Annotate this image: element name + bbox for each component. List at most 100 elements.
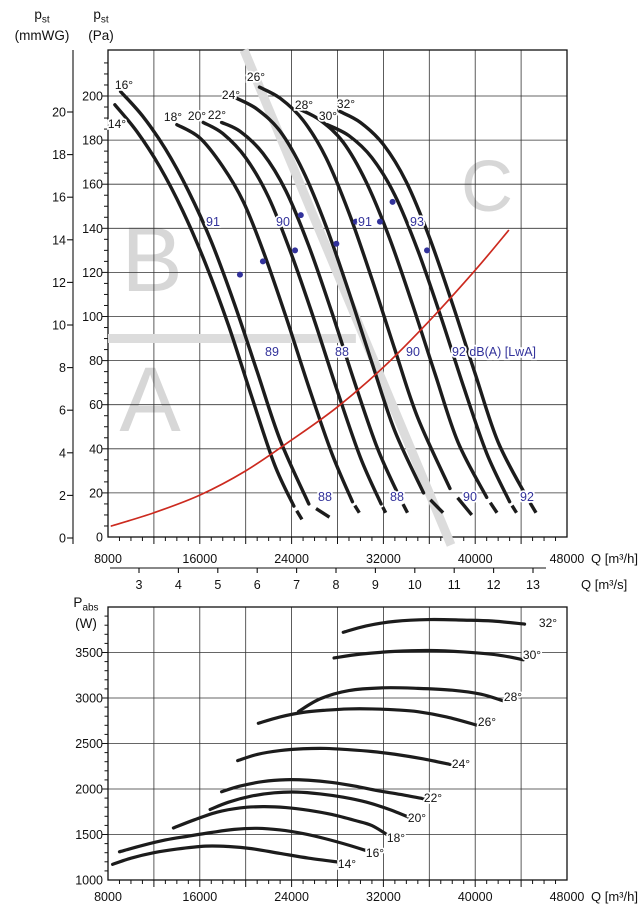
power-curve-24°	[236, 746, 452, 767]
noise-label: 90	[463, 490, 477, 504]
pressure-curve-16°	[118, 89, 311, 506]
noise-dot	[259, 258, 266, 265]
m3s-tick-label: 7	[293, 578, 300, 592]
power-tick-label: 1000	[75, 874, 103, 888]
power-curve-32°	[341, 617, 527, 634]
power-curve-22°	[220, 778, 426, 801]
pressure-curve-22°	[219, 120, 403, 502]
noise-label: 89	[265, 345, 279, 359]
top-chart-ticks	[102, 62, 557, 544]
flow-tick-label: 48000	[550, 890, 585, 904]
noise-label: 92 dB(A) [LwA]	[452, 345, 536, 359]
noise-label: 90	[406, 345, 420, 359]
noise-label: 90	[276, 215, 290, 229]
mmwg-tick-label: 2	[59, 489, 66, 503]
pa-tick-label: 100	[82, 310, 103, 324]
line	[456, 496, 474, 517]
noise-label: 91	[358, 215, 372, 229]
top-angle-labels: 14° 16° 18° 20° 22° 24° 26° 28° 30°32°	[106, 68, 357, 133]
x-axis-unit-label: Q [m³/h]	[591, 889, 638, 904]
power-curve-14°	[110, 844, 342, 866]
bottom-angle-labels: 14° 16°18°20° 22° 24° 26° 28° 30° 32°	[336, 614, 559, 873]
angle-label-28°: 28°	[504, 690, 522, 704]
bottom-chart-ticks	[102, 615, 557, 887]
noise-label: 92	[520, 490, 534, 504]
mmwg-tick-label: 18	[52, 148, 66, 162]
mmwg-tick-label: 16	[52, 191, 66, 205]
pa-tick-label: 0	[96, 531, 103, 545]
angle-label-16°: 16°	[366, 846, 384, 860]
power-curve-26°	[256, 707, 480, 727]
zone-letter-B: B	[121, 209, 182, 311]
mmwg-tick-label: 0	[59, 532, 66, 546]
m3s-tick-label: 8	[333, 578, 340, 592]
noise-dot	[352, 218, 359, 225]
line	[401, 503, 410, 514]
power-tick-label: 1500	[75, 828, 103, 842]
zone-letter-A: A	[119, 349, 181, 451]
noise-label: 88	[318, 490, 332, 504]
angle-label-16°: 16°	[115, 78, 133, 92]
flow-tick-label: 40000	[458, 890, 493, 904]
m3s-tick-label: 11	[448, 578, 461, 592]
mmwg-tick-label: 14	[52, 233, 66, 247]
noise-dot	[297, 212, 304, 219]
m3s-tick-label: 4	[175, 578, 182, 592]
flow-tick-label: 24000	[274, 890, 309, 904]
power-tick-label: 3000	[75, 692, 103, 706]
power-tick-label: 3500	[75, 646, 103, 660]
angle-label-24°: 24°	[222, 88, 240, 102]
line	[239, 48, 456, 547]
mmwg-tick-label: 10	[52, 319, 66, 333]
line	[381, 506, 388, 514]
pa-tick-label: 20	[89, 486, 103, 500]
pst-unit-pa: (Pa)	[88, 27, 114, 43]
angle-label-18°: 18°	[387, 831, 405, 845]
power-curve-30°	[332, 648, 525, 662]
pressure-curve-14°	[113, 103, 296, 508]
pst-symbol: pst	[93, 7, 109, 26]
top-chart-grid	[108, 50, 567, 537]
mmwg-tick-label: 20	[52, 106, 66, 120]
power-tick-label: 2000	[75, 783, 103, 797]
m3s-tick-label: 6	[254, 578, 261, 592]
angle-label-32°: 32°	[337, 97, 355, 111]
flow-tick-label: 32000	[366, 552, 401, 566]
pressure-curve-32°	[338, 109, 529, 500]
power-tick-label: 2500	[75, 737, 103, 751]
pa-tick-label: 80	[89, 354, 103, 368]
noise-label: 88	[390, 490, 404, 504]
pressure-curve-20°	[201, 120, 383, 506]
power-curve-16°	[117, 826, 371, 854]
pressure-curve-30°	[325, 122, 512, 504]
noise-dot	[389, 198, 396, 205]
y-axis-title-power: Pabs (W)	[60, 594, 112, 632]
pressure-curve-26°	[257, 85, 452, 491]
pabs-unit-w: (W)	[75, 615, 97, 631]
mmwg-tick-label: 6	[59, 404, 66, 418]
noise-label: 88	[335, 345, 349, 359]
m3s-tick-label: 9	[372, 578, 379, 592]
angle-label-28°: 28°	[295, 98, 313, 112]
pa-tick-label: 140	[82, 222, 103, 236]
system-curve	[110, 229, 510, 527]
flow-tick-label: 32000	[366, 890, 401, 904]
flow-tick-label: 16000	[182, 552, 217, 566]
line	[510, 504, 518, 514]
mmwg-tick-label: 12	[52, 276, 66, 290]
angle-label-18°: 18°	[164, 110, 182, 124]
pst-symbol: pst	[34, 7, 50, 26]
pst-unit-mmwg: (mmWG)	[14, 27, 70, 43]
angle-label-20°: 20°	[408, 811, 426, 825]
mmwg-tick-label: 8	[59, 361, 66, 375]
system-resistance-curve	[110, 229, 510, 527]
noise-level-labels: 91 90 91 93 89 88 90 92 dB(A) [LwA] 88 88 90 92	[204, 213, 537, 506]
flow-tick-label: 8000	[94, 890, 122, 904]
line	[488, 501, 499, 514]
pressure-curve-18°	[175, 122, 355, 504]
y-axis-title-pa: pst (Pa)	[78, 6, 124, 44]
line	[528, 501, 538, 514]
flow-tick-label: 40000	[458, 552, 493, 566]
zone-letter-C: C	[461, 147, 513, 227]
